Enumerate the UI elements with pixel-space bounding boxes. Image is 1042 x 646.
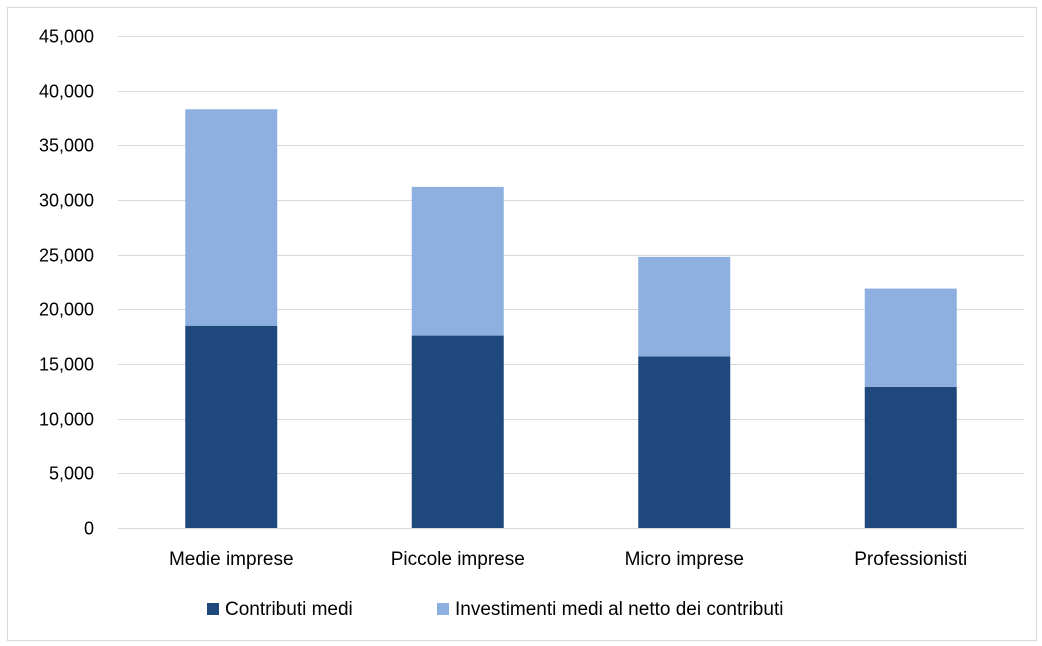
bar-contributi-3 bbox=[864, 386, 957, 528]
bar-contributi-0 bbox=[185, 325, 278, 528]
bar-investimenti-2 bbox=[638, 256, 731, 357]
x-category-label: Medie imprese bbox=[169, 549, 294, 570]
legend-swatch bbox=[437, 603, 449, 615]
bar-contributi-2 bbox=[638, 356, 731, 528]
x-category-label: Professionisti bbox=[854, 549, 967, 570]
y-tick-label: 25,000 bbox=[39, 246, 94, 266]
x-category-label: Piccole imprese bbox=[391, 549, 525, 570]
y-tick-label: 10,000 bbox=[39, 410, 94, 430]
y-tick-label: 30,000 bbox=[39, 191, 94, 211]
y-tick-label: 15,000 bbox=[39, 355, 94, 375]
bars bbox=[185, 109, 957, 528]
y-tick-label: 45,000 bbox=[39, 27, 94, 47]
legend-swatch bbox=[207, 603, 219, 615]
y-tick-label: 20,000 bbox=[39, 300, 94, 320]
x-category-label: Micro imprese bbox=[625, 549, 744, 570]
bar-contributi-1 bbox=[411, 335, 504, 528]
y-tick-label: 5,000 bbox=[49, 464, 94, 484]
legend: Contributi medi Investimenti medi al nett… bbox=[207, 599, 783, 620]
y-tick-label: 35,000 bbox=[39, 136, 94, 156]
legend-label: Investimenti medi al netto dei contribut… bbox=[455, 599, 783, 620]
y-axis-tick-labels: 0 5,000 10,000 15,000 20,000 25,000 30,000 35,0… bbox=[39, 27, 94, 539]
legend-label: Contributi medi bbox=[225, 599, 353, 620]
y-tick-label: 0 bbox=[84, 519, 94, 539]
y-tick-label: 40,000 bbox=[39, 82, 94, 102]
bar-investimenti-0 bbox=[185, 109, 278, 326]
x-axis-category-labels: Medie imprese Piccole imprese Micro impres… bbox=[169, 549, 967, 570]
bar-investimenti-1 bbox=[411, 186, 504, 336]
bar-investimenti-3 bbox=[864, 288, 957, 387]
